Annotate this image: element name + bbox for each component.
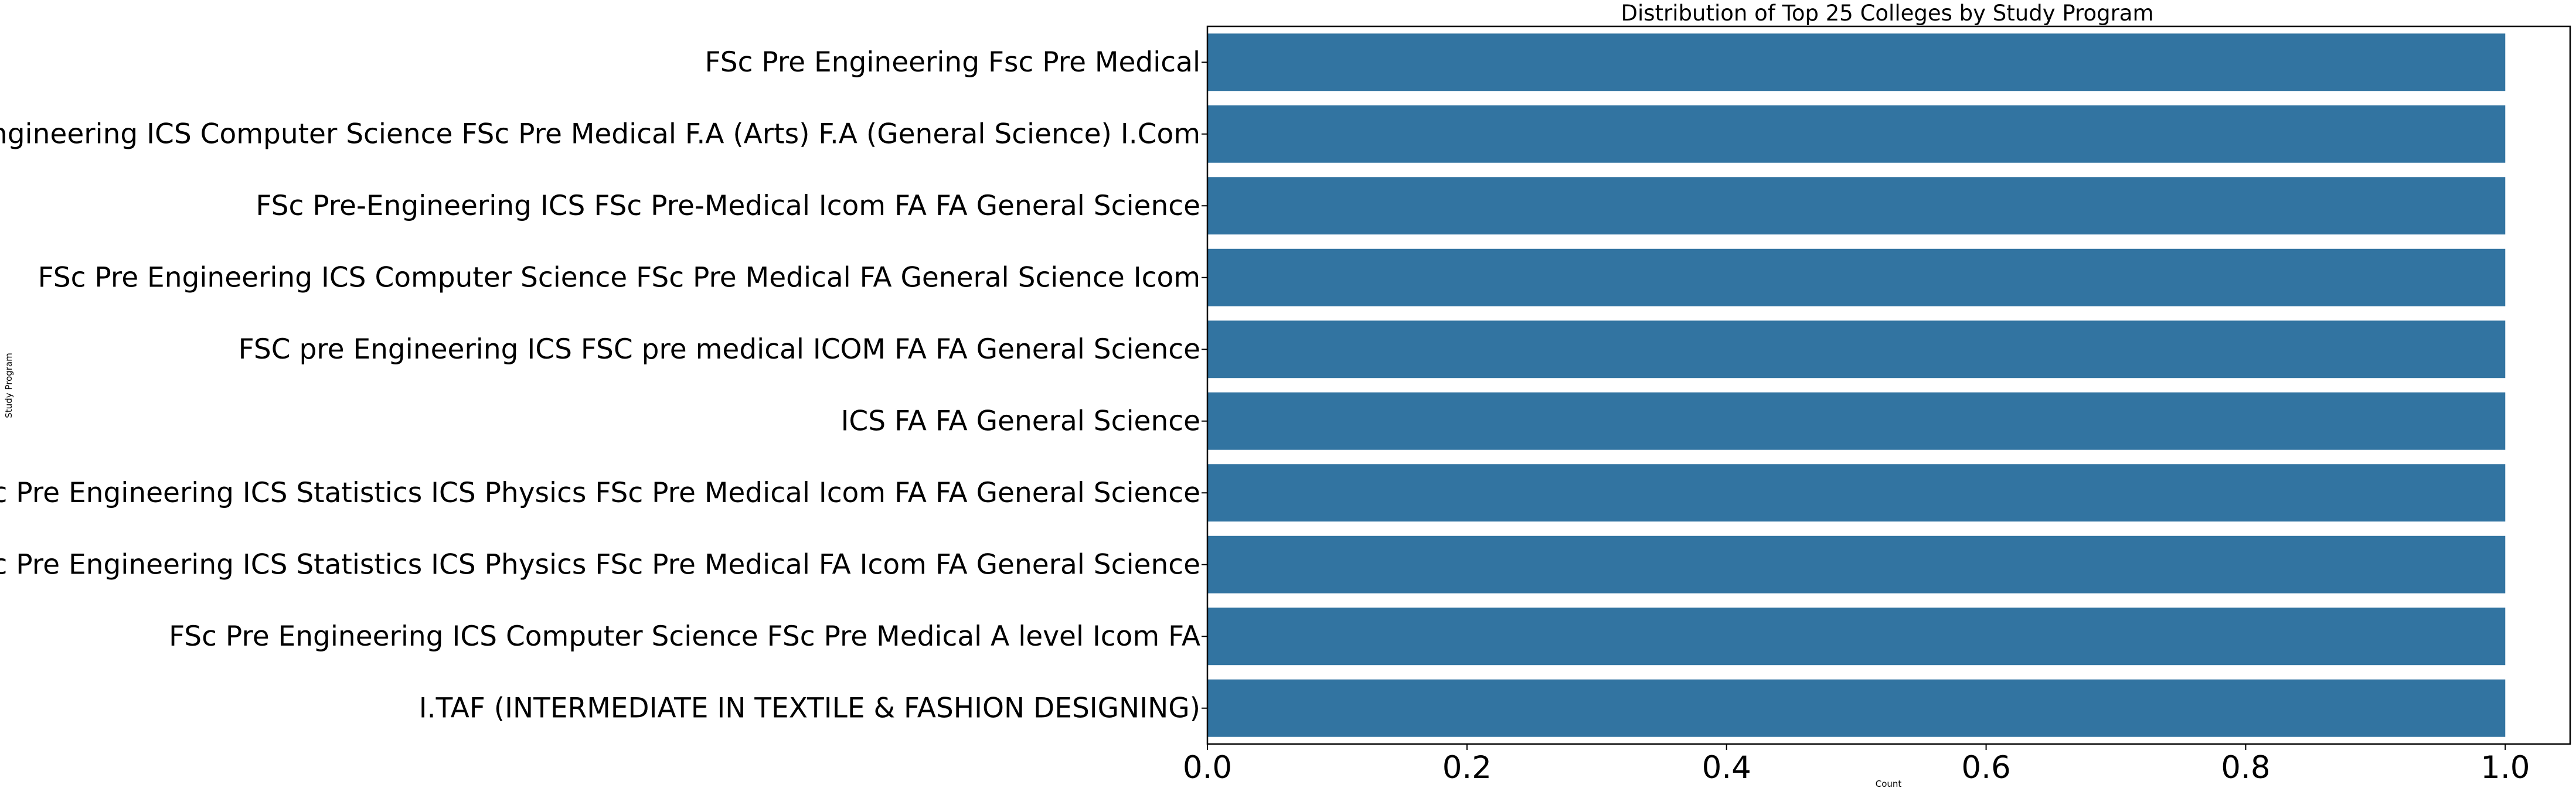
x-tick-labels: 0.0 0.2 0.4 0.6 0.8 1.0 [1183, 744, 2530, 786]
x-tick-label: 0.6 [1961, 750, 2010, 786]
bar [1207, 320, 2506, 378]
bar [1207, 679, 2506, 737]
y-tick-label: I.TAF (INTERMEDIATE IN TEXTILE & FASHION… [419, 692, 1200, 724]
x-tick-label: 0.2 [1442, 750, 1492, 786]
y-tick-label: FSC pre Engineering ICS FSC pre medical … [239, 333, 1200, 366]
bar [1207, 535, 2506, 593]
x-axis-label: Count [1876, 779, 1902, 789]
bar [1207, 248, 2506, 306]
chart-title: Distribution of Top 25 Colleges by Study… [1621, 1, 2153, 26]
y-tick-label: FSc Pre Engineering ICS Statistics ICS P… [0, 477, 1200, 509]
y-tick-labels: FSc Pre Engineering Fsc Pre Medical FSc P… [0, 46, 1207, 724]
x-tick-label: 0.4 [1702, 750, 1751, 786]
y-tick-label: FSc Pre Engineering ICS Computer Science… [38, 261, 1200, 294]
y-tick-label: FSc Pre Engineering Fsc Pre Medical [705, 46, 1200, 79]
y-tick-label: FSc Pre-Engineering ICS FSc Pre-Medical … [256, 190, 1200, 222]
bar [1207, 177, 2506, 235]
y-axis-label: Study Program [4, 353, 14, 418]
bar [1207, 33, 2506, 91]
plot-frame [1206, 25, 2571, 745]
x-tick-label: 0.0 [1183, 750, 1232, 786]
bar [1207, 464, 2506, 522]
x-tick-label: 0.8 [2221, 750, 2270, 786]
bar [1207, 105, 2506, 163]
y-tick-label: ICS FA FA General Science [841, 405, 1200, 437]
bars-group [1207, 33, 2506, 737]
y-tick-label: FSc Pre Engineering ICS Computer Science… [0, 118, 1200, 150]
bar [1207, 392, 2506, 450]
y-tick-label: FSc Pre Engineering ICS Statistics ICS P… [0, 548, 1200, 581]
bar [1207, 608, 2506, 666]
x-tick-label: 1.0 [2480, 750, 2530, 786]
y-tick-label: FSc Pre Engineering ICS Computer Science… [169, 620, 1200, 653]
